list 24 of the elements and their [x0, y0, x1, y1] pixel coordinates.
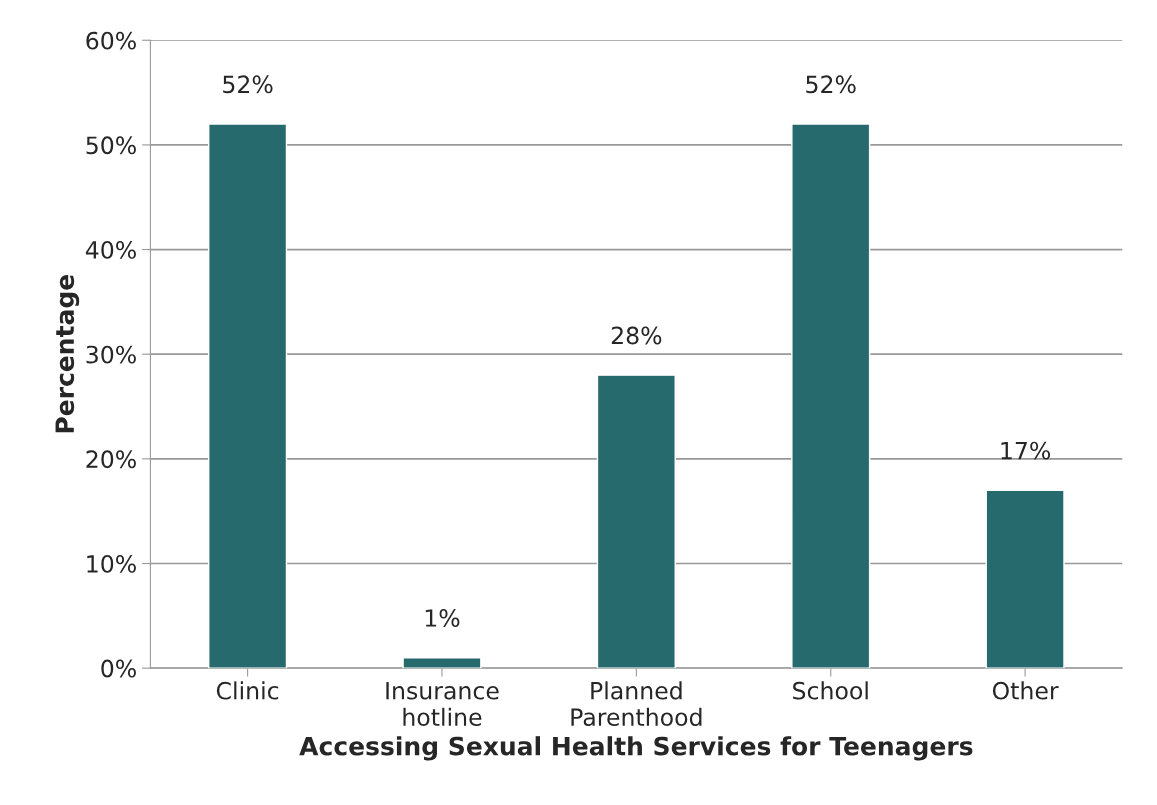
y-tick-label: 10%: [87, 554, 136, 573]
bar: [208, 123, 288, 669]
x-tick-label: Planned Parenthood: [571, 681, 702, 727]
bar: [791, 123, 871, 669]
y-tick-label: 20%: [86, 450, 136, 469]
y-tick-label: 50%: [86, 136, 136, 155]
bar: [985, 489, 1065, 669]
y-axis-title: Percentage: [55, 274, 80, 433]
y-tick-label: 60%: [86, 31, 136, 50]
x-axis-title: Accessing Sexual Health Services for Teenagers: [299, 736, 973, 761]
x-tick-label: Insurance hotline: [386, 682, 499, 727]
data-label: 28%: [611, 326, 662, 345]
bar: [596, 374, 676, 669]
data-label: 52%: [806, 75, 856, 94]
y-tick-label: 30%: [86, 345, 136, 364]
x-tick-label: Other: [992, 681, 1059, 700]
y-tick-label: 0%: [101, 659, 136, 678]
data-label: 1%: [425, 609, 460, 627]
bar: [402, 656, 482, 669]
x-tick-label: School: [793, 681, 868, 700]
x-tick-label: Clinic: [216, 681, 279, 700]
data-label: 52%: [223, 75, 273, 94]
y-tick-label: 40%: [85, 241, 136, 259]
data-label: 17%: [1001, 441, 1051, 460]
